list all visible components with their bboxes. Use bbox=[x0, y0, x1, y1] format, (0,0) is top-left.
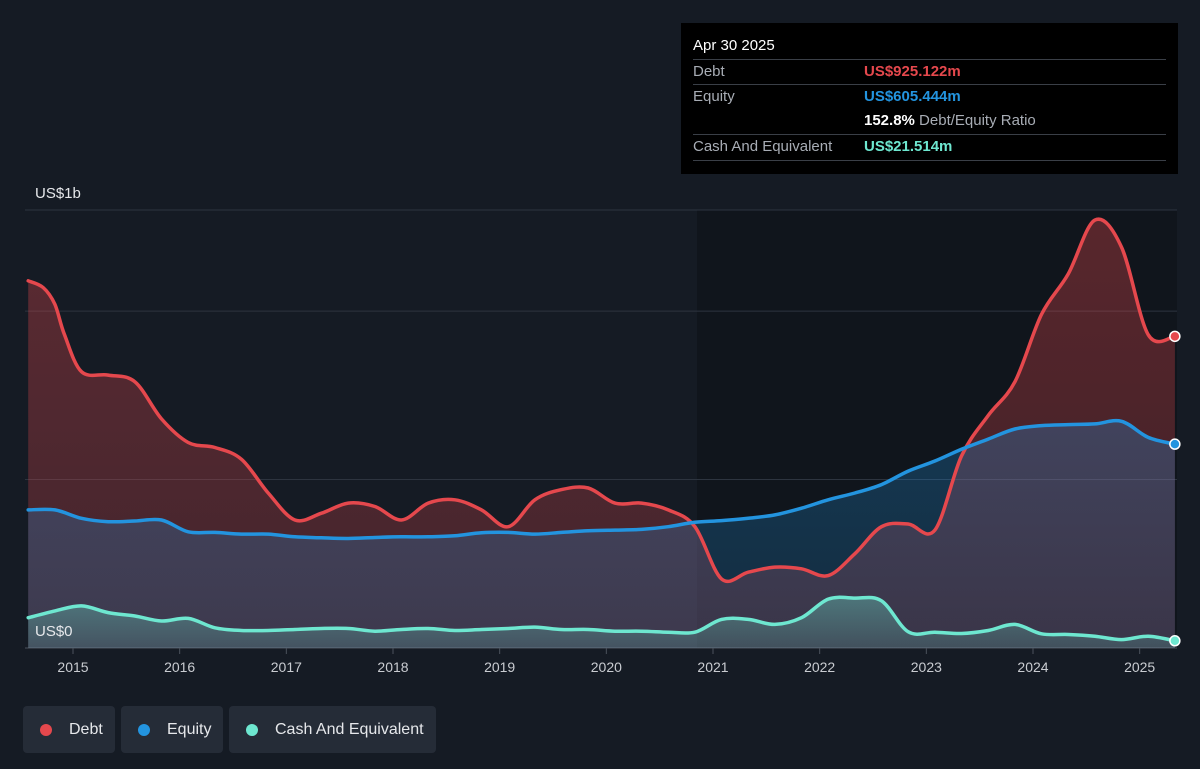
x-tick-label-2023: 2023 bbox=[911, 659, 942, 675]
tooltip-bottom-divider bbox=[693, 160, 1166, 161]
x-tick-label-2025: 2025 bbox=[1124, 659, 1155, 675]
y-axis-top-label: US$1b bbox=[35, 185, 81, 202]
tooltip-row-debt: Debt US$925.122m bbox=[693, 59, 1166, 84]
tooltip-ratio: 152.8% Debt/Equity Ratio bbox=[864, 109, 1036, 133]
x-tick-label-2021: 2021 bbox=[697, 659, 728, 675]
x-tick-label-2016: 2016 bbox=[164, 659, 195, 675]
tooltip-cash-value: US$21.514m bbox=[864, 138, 953, 155]
line-cash bbox=[26, 595, 1177, 643]
x-tick-label-2018: 2018 bbox=[377, 659, 408, 675]
x-tick-label-2022: 2022 bbox=[804, 659, 835, 675]
tooltip-equity-value: US$605.444m bbox=[864, 88, 961, 105]
x-tick-label-2024: 2024 bbox=[1017, 659, 1048, 675]
tooltip-equity-label: Equity bbox=[693, 88, 735, 105]
legend-dot-equity bbox=[138, 724, 150, 736]
x-tick-label-2017: 2017 bbox=[271, 659, 302, 675]
tooltip-date: Apr 30 2025 bbox=[693, 37, 775, 54]
line-equity bbox=[26, 418, 1177, 541]
x-tick-label-2019: 2019 bbox=[484, 659, 515, 675]
legend-dot-cash bbox=[246, 724, 258, 736]
line-debt bbox=[26, 217, 1177, 584]
x-tick-label-2015: 2015 bbox=[57, 659, 88, 675]
area-equity bbox=[28, 420, 1175, 648]
legend-label-cash: Cash And Equivalent bbox=[275, 721, 424, 738]
legend-item-debt[interactable]: Debt bbox=[23, 706, 115, 753]
tooltip-row-equity: Equity US$605.444m bbox=[693, 84, 1166, 109]
legend-label-debt: Debt bbox=[69, 721, 103, 738]
tooltip-debt-label: Debt bbox=[693, 63, 725, 80]
y-axis-bottom-label: US$0 bbox=[35, 623, 73, 640]
legend-item-equity[interactable]: Equity bbox=[121, 706, 223, 753]
tooltip-debt-value: US$925.122m bbox=[864, 63, 961, 80]
legend-label-equity: Equity bbox=[167, 721, 212, 738]
data-tooltip: Apr 30 2025 Debt US$925.122m Equity US$6… bbox=[681, 23, 1178, 174]
end-marker-debt bbox=[1169, 330, 1181, 343]
end-marker-cash bbox=[1169, 635, 1181, 647]
legend-item-cash[interactable]: Cash And Equivalent bbox=[229, 706, 436, 753]
tooltip-row-cash: Cash And Equivalent US$21.514m bbox=[693, 134, 1166, 159]
legend-dot-debt bbox=[40, 724, 52, 736]
tooltip-cash-label: Cash And Equivalent bbox=[693, 138, 833, 155]
tooltip-row-ratio: 152.8% Debt/Equity Ratio bbox=[693, 109, 1166, 133]
tooltip-ratio-value: 152.8% bbox=[864, 112, 915, 129]
end-marker-equity bbox=[1169, 438, 1181, 450]
x-tick-label-2020: 2020 bbox=[591, 659, 622, 675]
tooltip-ratio-label: Debt/Equity Ratio bbox=[919, 112, 1036, 129]
